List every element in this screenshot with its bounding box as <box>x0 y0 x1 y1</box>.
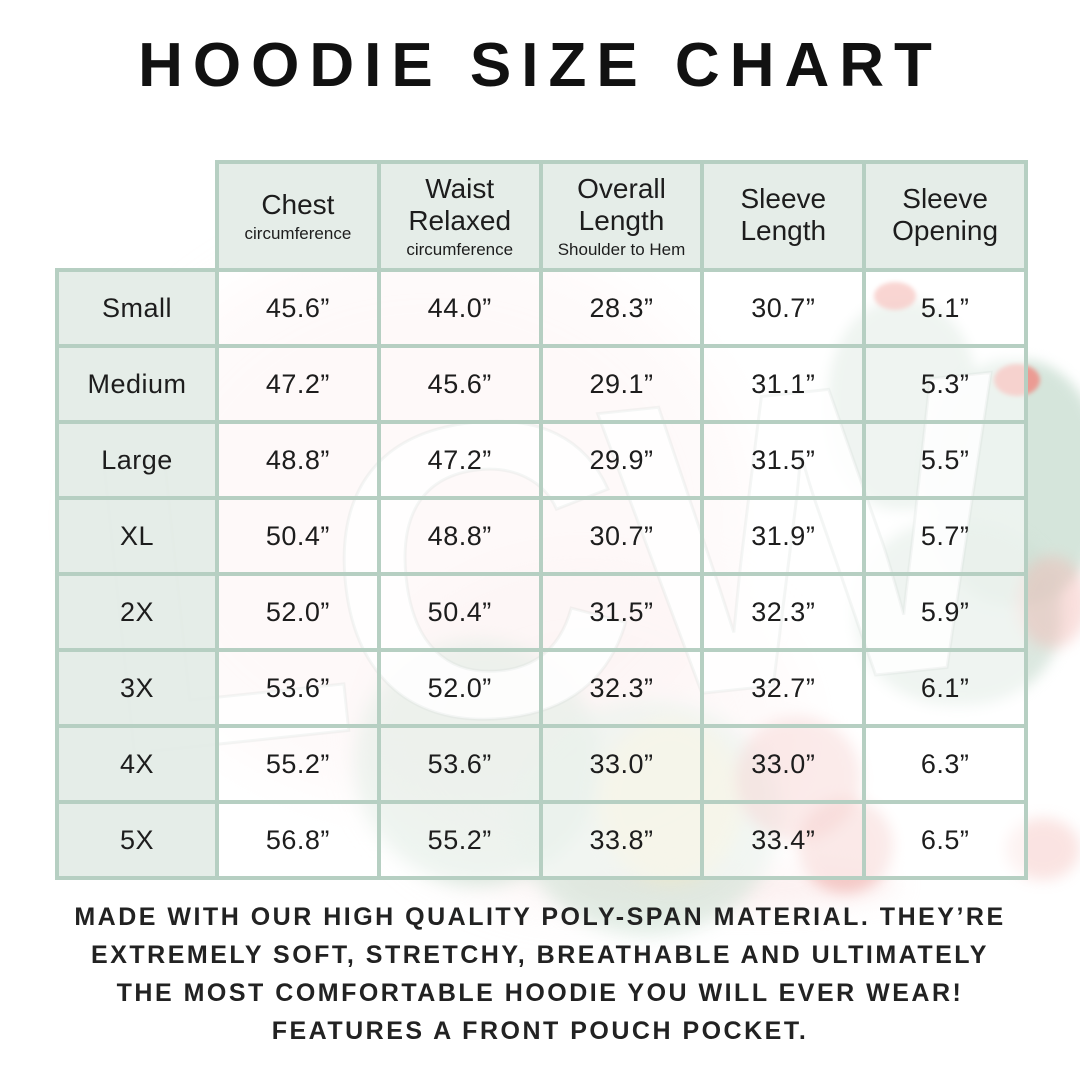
table-cell: 33.4” <box>700 800 867 880</box>
row-label: Medium <box>55 344 219 424</box>
table-cell: 5.3” <box>862 344 1028 424</box>
material-description-line: THE MOST COMFORTABLE HOODIE YOU WILL EVE… <box>116 979 964 1007</box>
row-label: 4X <box>55 724 219 804</box>
material-description-line: EXTREMELY SOFT, STRETCHY, BREATHABLE AND… <box>91 941 989 969</box>
table-cell: 28.3” <box>538 268 705 348</box>
table-cell: 44.0” <box>376 268 543 348</box>
table-cell: 45.6” <box>376 344 543 424</box>
table-cell: 5.1” <box>862 268 1028 348</box>
row-label: Small <box>55 268 219 348</box>
table-cell: 32.3” <box>700 572 867 652</box>
table-cell: 52.0” <box>215 572 381 652</box>
column-title: Overall Length <box>577 172 666 236</box>
table-row-small: Small 45.6” 44.0” 28.3” 30.7” 5.1” <box>55 268 1028 348</box>
column-header-sleeve-opening: Sleeve Opening <box>862 160 1028 272</box>
table-row-4x: 4X 55.2” 53.6” 33.0” 33.0” 6.3” <box>55 724 1028 804</box>
material-description-line: FEATURES A FRONT POUCH POCKET. <box>271 1017 809 1045</box>
row-label: 5X <box>55 800 219 880</box>
table-cell: 29.9” <box>538 420 705 500</box>
table-row-2x: 2X 52.0” 50.4” 31.5” 32.3” 5.9” <box>55 572 1028 652</box>
column-title: Chest <box>261 188 335 220</box>
column-header-overall-length: Overall Length Shoulder to Hem <box>538 160 705 272</box>
table-cell: 5.5” <box>862 420 1028 500</box>
table-cell: 47.2” <box>215 344 381 424</box>
row-label: 3X <box>55 648 219 728</box>
header-row: Chest circumference Waist Relaxed circum… <box>57 160 1028 272</box>
table-cell: 6.5” <box>862 800 1028 880</box>
table-cell: 47.2” <box>376 420 543 500</box>
table-cell: 32.7” <box>700 648 867 728</box>
table-cell: 6.3” <box>862 724 1028 804</box>
row-label: 2X <box>55 572 219 652</box>
table-cell: 32.3” <box>538 648 705 728</box>
table-cell: 52.0” <box>376 648 543 728</box>
material-description-line: MADE WITH OUR HIGH QUALITY POLY-SPAN MAT… <box>74 903 1006 931</box>
table-row-medium: Medium 47.2” 45.6” 29.1” 31.1” 5.3” <box>55 344 1028 424</box>
column-subtitle: circumference <box>244 223 352 243</box>
table-cell: 45.6” <box>215 268 381 348</box>
table-cell: 33.0” <box>538 724 705 804</box>
column-subtitle: Shoulder to Hem <box>557 239 686 259</box>
table-cell: 50.4” <box>376 572 543 652</box>
column-header-waist: Waist Relaxed circumference <box>376 160 543 272</box>
page-title: HOODIE SIZE CHART <box>138 31 942 100</box>
column-title: Waist Relaxed <box>408 172 512 236</box>
column-title: Sleeve Opening <box>892 183 999 246</box>
table-row-xl: XL 50.4” 48.8” 30.7” 31.9” 5.7” <box>55 496 1028 576</box>
table-cell: 31.5” <box>538 572 705 652</box>
table-cell: 56.8” <box>215 800 381 880</box>
size-table-body: Small 45.6” 44.0” 28.3” 30.7” 5.1” Mediu… <box>55 268 1028 880</box>
table-cell: 31.9” <box>700 496 867 576</box>
column-subtitle: circumference <box>406 239 514 259</box>
table-cell: 30.7” <box>700 268 867 348</box>
size-table-header: Chest circumference Waist Relaxed circum… <box>57 160 1028 272</box>
table-cell: 33.0” <box>700 724 867 804</box>
table-row-5x: 5X 56.8” 55.2” 33.8” 33.4” 6.5” <box>55 800 1028 880</box>
table-cell: 6.1” <box>862 648 1028 728</box>
table-cell: 53.6” <box>376 724 543 804</box>
size-table: Chest circumference Waist Relaxed circum… <box>55 160 1028 880</box>
table-cell: 33.8” <box>538 800 705 880</box>
column-header-sleeve-length: Sleeve Length <box>700 160 867 272</box>
table-cell: 5.9” <box>862 572 1028 652</box>
table-cell: 29.1” <box>538 344 705 424</box>
table-row-large: Large 48.8” 47.2” 29.9” 31.5” 5.5” <box>55 420 1028 500</box>
table-cell: 5.7” <box>862 496 1028 576</box>
row-label: XL <box>55 496 219 576</box>
table-cell: 53.6” <box>215 648 381 728</box>
material-description: MADE WITH OUR HIGH QUALITY POLY-SPAN MAT… <box>0 898 1080 1050</box>
table-row-3x: 3X 53.6” 52.0” 32.3” 32.7” 6.1” <box>55 648 1028 728</box>
table-cell: 55.2” <box>215 724 381 804</box>
table-cell: 48.8” <box>215 420 381 500</box>
row-label: Large <box>55 420 219 500</box>
table-cell: 30.7” <box>538 496 705 576</box>
table-cell: 50.4” <box>215 496 381 576</box>
corner-empty-cell <box>57 162 217 270</box>
table-cell: 48.8” <box>376 496 543 576</box>
table-cell: 31.5” <box>700 420 867 500</box>
column-title: Sleeve Length <box>740 183 827 246</box>
table-cell: 55.2” <box>376 800 543 880</box>
column-header-chest: Chest circumference <box>215 160 381 272</box>
table-cell: 31.1” <box>700 344 867 424</box>
